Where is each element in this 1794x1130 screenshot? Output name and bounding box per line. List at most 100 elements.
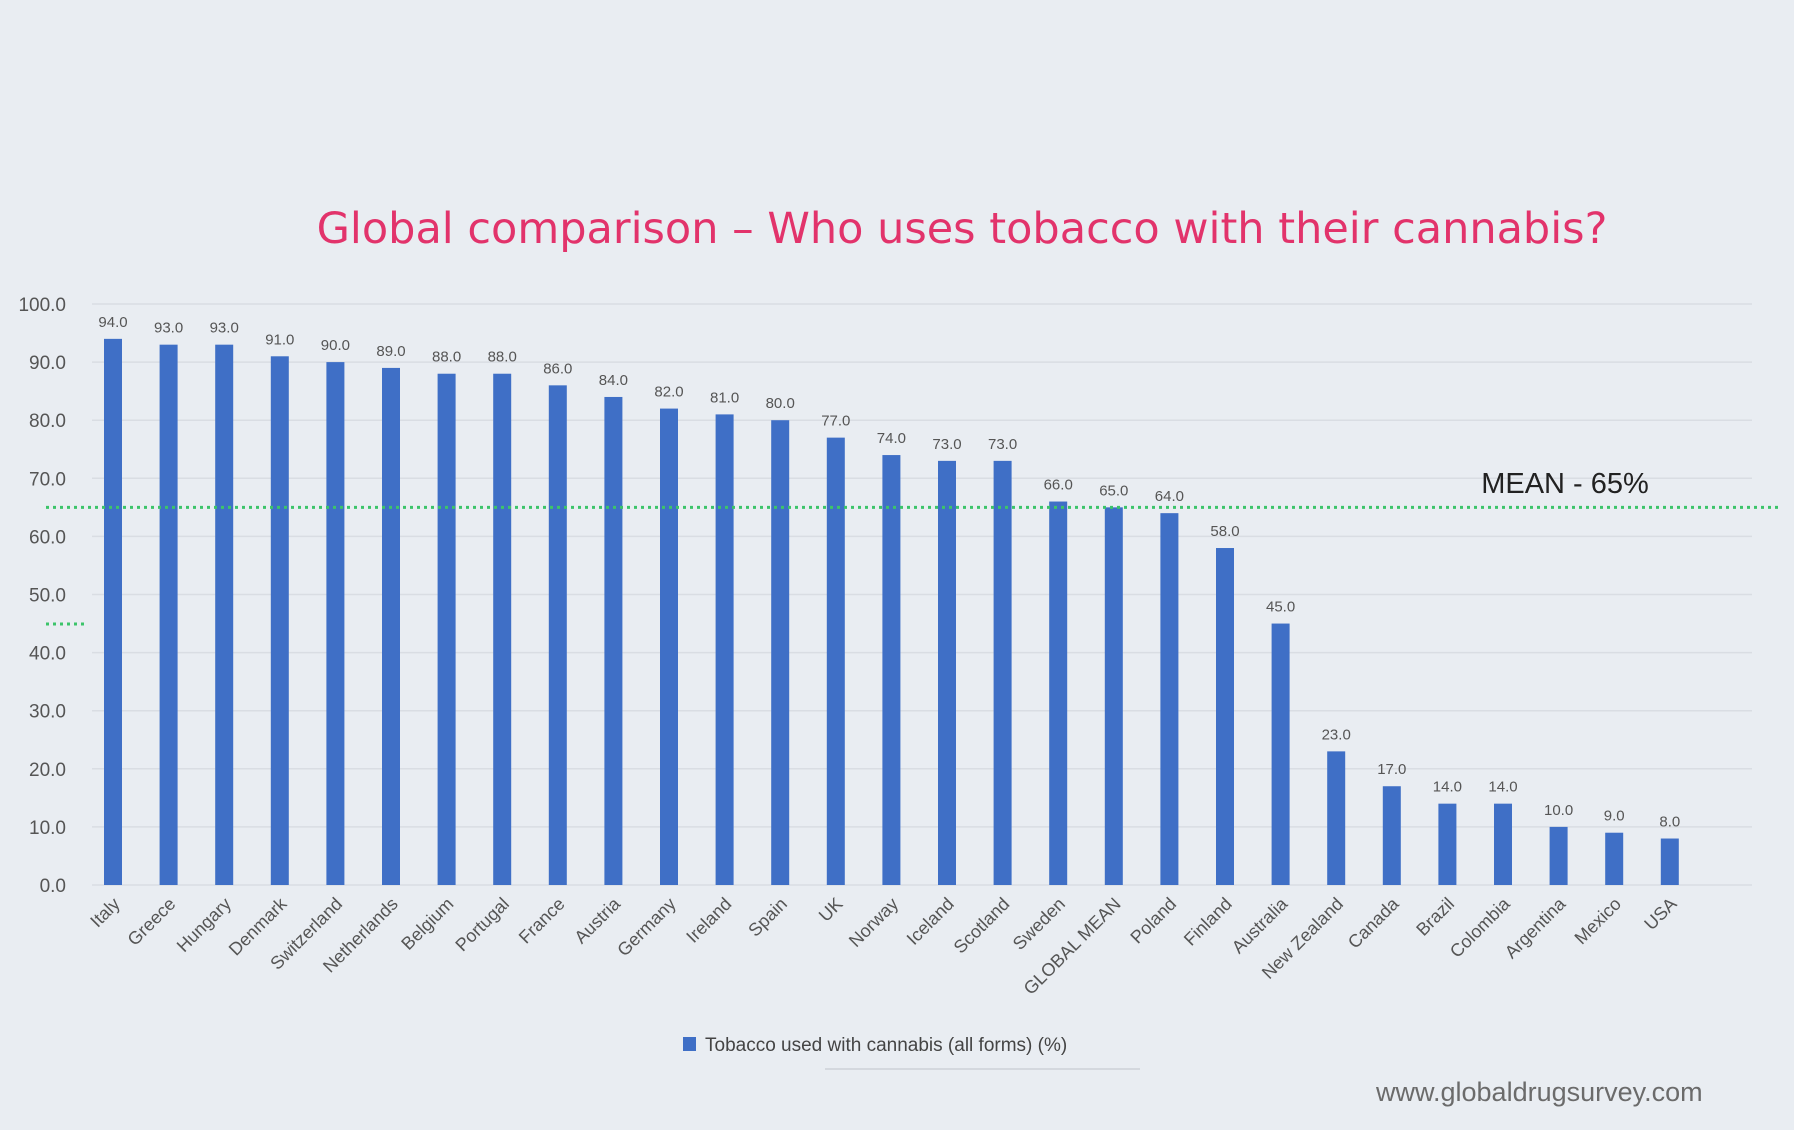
bar (437, 373, 456, 885)
data-label: 88.0 (432, 349, 461, 366)
bar (1494, 803, 1512, 885)
data-label: 9.0 (1604, 808, 1625, 825)
bar (1104, 507, 1123, 885)
bar (548, 385, 567, 885)
y-tick-label: 10.0 (29, 818, 66, 839)
bar (1271, 623, 1290, 885)
bar (715, 414, 734, 885)
bar (1549, 826, 1568, 885)
x-tick-label: Spain (744, 894, 791, 941)
y-tick-label: 90.0 (29, 353, 66, 374)
legend-swatch (683, 1037, 696, 1051)
y-tick-label: 40.0 (29, 644, 66, 665)
data-label: 93.0 (210, 320, 239, 337)
x-tick-label: Austria (570, 893, 624, 947)
bar (771, 420, 790, 885)
data-label: 86.0 (543, 360, 572, 377)
data-label: 90.0 (321, 337, 350, 354)
data-label: 45.0 (1266, 599, 1295, 616)
bar (604, 396, 623, 885)
y-axis: 0.0 10.0 20.0 30.0 40.0 50.0 60.0 70.0 80.0 90.0 1… (18, 295, 66, 897)
bar (270, 356, 289, 885)
bar (660, 408, 678, 885)
bar (1605, 832, 1624, 885)
y-tick-label: 20.0 (29, 760, 66, 781)
data-label: 94.0 (98, 314, 127, 331)
bar (1660, 838, 1679, 885)
bar (159, 344, 178, 885)
y-tick-label: 50.0 (29, 586, 66, 607)
bar (1382, 786, 1401, 885)
y-tick-label: 70.0 (29, 469, 66, 490)
x-axis: Italy GreeceHungaryDenmarkSwitzerlandNeth… (86, 893, 1680, 999)
data-label: 77.0 (821, 413, 850, 430)
data-label: 14.0 (1488, 779, 1517, 796)
x-tick-label: Brazil (1412, 894, 1458, 940)
y-tick-label: 100.0 (18, 295, 66, 316)
data-label: 10.0 (1544, 802, 1573, 819)
x-tick-label: UK (815, 894, 847, 926)
x-tick-label: Argentina (1501, 893, 1570, 962)
bar (104, 338, 122, 885)
data-label: 89.0 (376, 343, 405, 360)
bar (215, 344, 234, 885)
data-label: 66.0 (1044, 477, 1073, 494)
x-tick-label: Belgium (397, 894, 457, 954)
x-tick-label: Iceland (903, 894, 958, 949)
y-tick-label: 80.0 (29, 411, 66, 432)
y-tick-label: 0.0 (40, 876, 66, 897)
data-label: 88.0 (488, 349, 517, 366)
x-tick-label: Portugal (451, 894, 513, 956)
data-label: 84.0 (599, 372, 628, 389)
x-tick-label: GLOBAL MEAN (1020, 894, 1125, 999)
data-label: 80.0 (766, 395, 795, 412)
x-tick-label: Poland (1126, 894, 1180, 948)
watermark: www.globaldrugsurvey.com (1376, 1077, 1703, 1107)
bar (882, 455, 901, 885)
bar (938, 460, 956, 885)
data-label: 91.0 (265, 331, 294, 348)
bar (1438, 803, 1457, 885)
bars (104, 338, 1679, 886)
x-tick-label: France (515, 894, 569, 948)
x-tick-label: Scotland (950, 894, 1014, 958)
x-tick-label: USA (1640, 894, 1680, 934)
data-label: 65.0 (1099, 482, 1128, 499)
data-label: 64.0 (1155, 488, 1184, 505)
bar (326, 362, 345, 886)
data-labels: 94.0 93.0 93.0 91.0 90.0 89.0 88.0 88.0 86.0 84.0… (98, 314, 1680, 831)
data-label: 14.0 (1433, 779, 1462, 796)
data-label: 81.0 (710, 389, 739, 406)
y-tick-label: 30.0 (29, 702, 66, 723)
data-label: 23.0 (1322, 726, 1351, 743)
x-tick-label: Germany (613, 894, 679, 960)
bar (826, 437, 845, 885)
bar (993, 460, 1012, 885)
x-tick-label: Norway (845, 894, 902, 951)
x-tick-label: Ireland (682, 894, 735, 947)
y-tick-label: 60.0 (29, 527, 66, 548)
mean-label: MEAN - 65% (1481, 468, 1649, 500)
bar (1216, 548, 1234, 885)
data-label: 58.0 (1210, 523, 1239, 540)
data-label: 73.0 (932, 436, 961, 453)
data-label: 93.0 (154, 320, 183, 337)
legend-label: Tobacco used with cannabis (all forms) (… (705, 1035, 1067, 1056)
bar (493, 373, 512, 885)
data-label: 8.0 (1659, 814, 1680, 831)
data-label: 82.0 (654, 384, 683, 401)
bar (1160, 513, 1179, 885)
x-tick-label: Greece (124, 894, 180, 950)
x-tick-label: Finland (1180, 894, 1236, 950)
data-label: 17.0 (1377, 761, 1406, 778)
x-tick-label: Mexico (1571, 894, 1625, 948)
gridlines (92, 303, 1752, 886)
x-tick-label: Canada (1344, 893, 1403, 952)
bar (1327, 751, 1346, 885)
data-label: 73.0 (988, 436, 1017, 453)
chart-title: Global comparison – Who uses tobacco wit… (317, 204, 1608, 254)
data-label: 74.0 (877, 430, 906, 447)
bar (1049, 501, 1068, 885)
bar (382, 367, 400, 885)
